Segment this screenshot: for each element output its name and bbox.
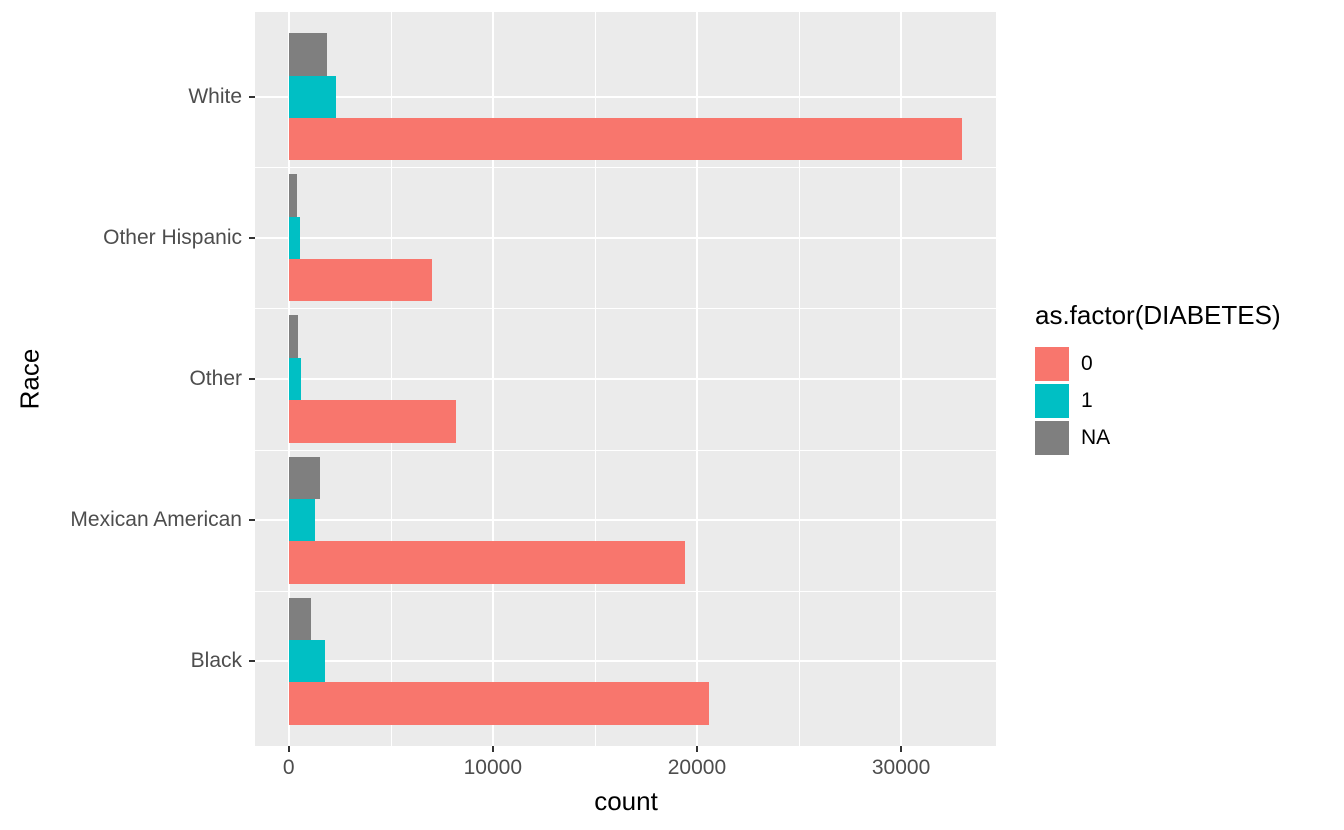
y-tick-mark [249, 519, 255, 522]
x-tick-mark [900, 746, 903, 752]
x-tick-mark [287, 746, 290, 752]
gridline-y-minor [255, 590, 996, 592]
bar-0-other-hispanic [288, 259, 432, 302]
legend-entries: 0 1 NA [1035, 347, 1335, 455]
legend-label-0: 0 [1081, 352, 1093, 375]
legend-entry-0: 0 [1035, 347, 1335, 381]
x-tick-mark [695, 746, 698, 752]
gridline-y-minor [255, 308, 996, 310]
legend-label-1: 1 [1081, 389, 1093, 412]
bar-0-white [288, 117, 963, 161]
x-tick-label-0: 0 [282, 756, 295, 779]
bar-na-white [288, 33, 328, 76]
plot-panel [255, 12, 996, 746]
gridline-y-minor [255, 167, 996, 169]
gridline-y-minor [255, 449, 996, 451]
bar-na-black [288, 597, 312, 641]
gridline-y-major [255, 236, 996, 239]
legend-entry-na: NA [1035, 421, 1335, 455]
y-tick-mark [249, 95, 255, 98]
bar-na-mexican-american [288, 456, 321, 499]
y-tick-mark [249, 378, 255, 380]
x-tick-label-30000: 30000 [871, 756, 931, 779]
y-tick-label-other-hispanic: Other Hispanic [103, 225, 242, 249]
bar-1-other [288, 357, 301, 401]
y-tick-label-mexican-american: Mexican American [70, 508, 242, 532]
gridline-y-major [255, 660, 996, 663]
bar-na-other [288, 315, 298, 358]
gridline-y-major [255, 95, 996, 98]
bar-na-other-hispanic [288, 174, 297, 217]
legend: as.factor(DIABETES) 0 1 NA [1035, 300, 1335, 458]
x-tick-label-10000: 10000 [463, 756, 523, 779]
legend-label-na: NA [1081, 426, 1111, 449]
gridline-y-major [255, 378, 996, 380]
bar-0-black [288, 682, 710, 725]
bar-1-mexican-american [288, 498, 316, 542]
legend-swatch-0 [1035, 347, 1069, 381]
bar-0-other [288, 400, 457, 443]
legend-title: as.factor(DIABETES) [1035, 300, 1281, 330]
x-tick-label-20000: 20000 [667, 756, 727, 779]
y-tick-mark [249, 236, 255, 239]
bar-1-other-hispanic [288, 216, 300, 260]
bar-1-white [288, 75, 336, 118]
y-tick-mark [249, 660, 255, 663]
legend-entry-1: 1 [1035, 384, 1335, 418]
gridline-y-major [255, 519, 996, 522]
bar-1-black [288, 640, 326, 683]
x-axis-title: count [594, 786, 658, 816]
y-tick-label-black: Black [190, 649, 242, 673]
bar-0-mexican-american [288, 541, 685, 584]
legend-swatch-1 [1035, 384, 1069, 418]
legend-swatch-na [1035, 421, 1069, 455]
y-tick-label-white: White [188, 84, 242, 108]
x-tick-mark [491, 746, 494, 752]
y-tick-label-other: Other [189, 367, 242, 390]
